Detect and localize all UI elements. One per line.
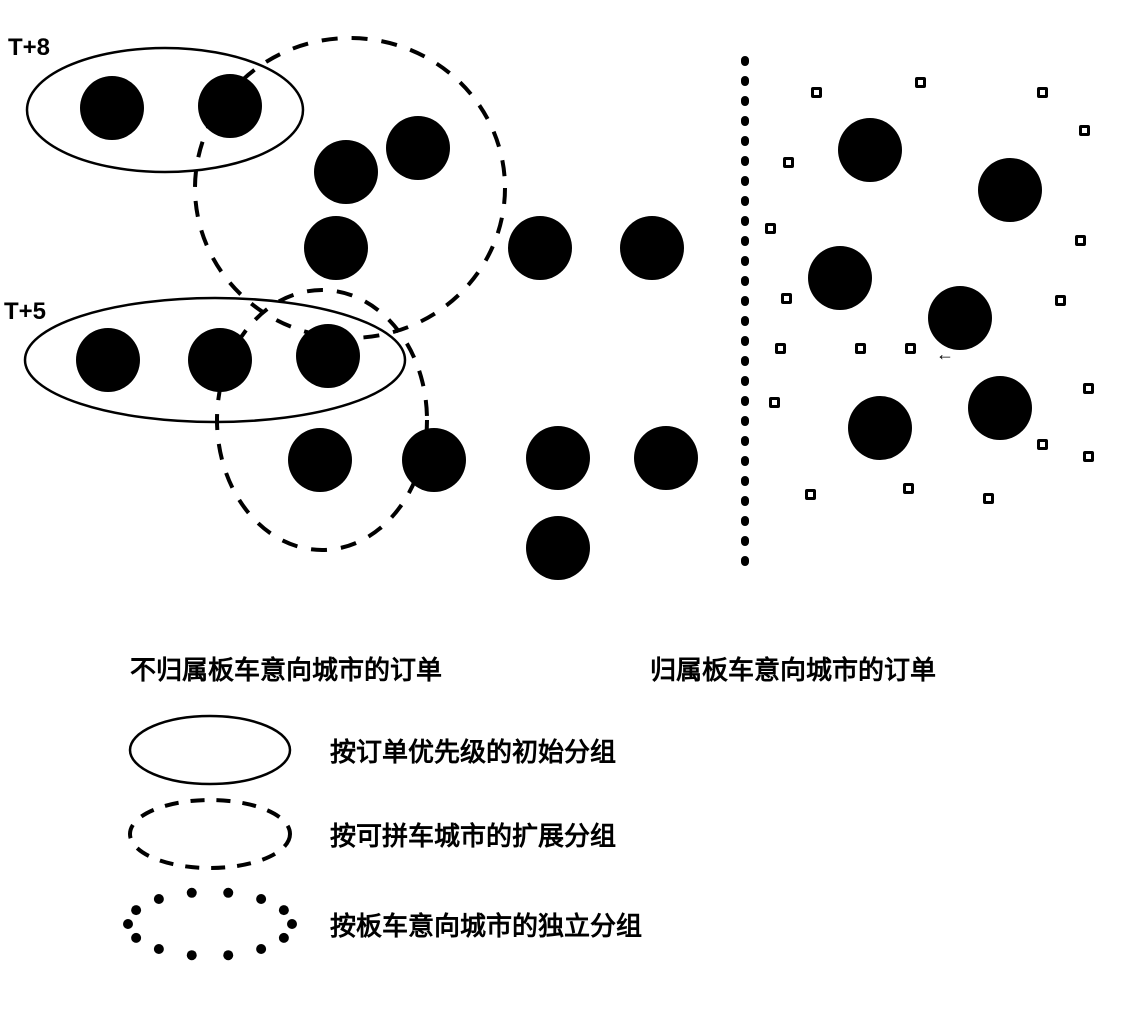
legend-row-solid: 按订单优先级的初始分组 bbox=[120, 712, 616, 788]
order-dot bbox=[288, 428, 352, 492]
small-square bbox=[855, 343, 866, 354]
order-dot bbox=[508, 216, 572, 280]
legend-row-dashed: 按可拼车城市的扩展分组 bbox=[120, 796, 616, 872]
legend-solid-ellipse-icon bbox=[120, 712, 300, 788]
order-dot bbox=[928, 286, 992, 350]
legend-text-1: 按订单优先级的初始分组 bbox=[330, 732, 616, 769]
order-dot bbox=[314, 140, 378, 204]
order-dot bbox=[188, 328, 252, 392]
order-dot bbox=[526, 516, 590, 580]
small-square bbox=[983, 493, 994, 504]
order-dot bbox=[402, 428, 466, 492]
order-dot bbox=[296, 324, 360, 388]
order-dot bbox=[968, 376, 1032, 440]
legend-dashed-ellipse-icon bbox=[120, 796, 300, 872]
small-square bbox=[1083, 451, 1094, 462]
diagram-canvas: T+8 T+5 ← 不归属板车意向城市的订单 归属板车意向城市的订单 按订单优先… bbox=[0, 0, 1139, 1010]
order-dot bbox=[76, 328, 140, 392]
legend-text-2: 按可拼车城市的扩展分组 bbox=[330, 816, 616, 853]
legend-text-3: 按板车意向城市的独立分组 bbox=[330, 906, 642, 943]
small-square bbox=[903, 483, 914, 494]
order-dot bbox=[838, 118, 902, 182]
small-square bbox=[781, 293, 792, 304]
label-t5: T+5 bbox=[4, 298, 46, 326]
order-dot bbox=[386, 116, 450, 180]
small-square bbox=[1037, 87, 1048, 98]
left-caption: 不归属板车意向城市的订单 bbox=[130, 650, 442, 687]
small-square bbox=[1037, 439, 1048, 450]
small-square bbox=[1055, 295, 1066, 306]
small-square bbox=[1079, 125, 1090, 136]
order-dot bbox=[808, 246, 872, 310]
order-dot bbox=[80, 76, 144, 140]
small-square bbox=[905, 343, 916, 354]
arrow-indicator: ← bbox=[936, 344, 954, 365]
order-dot bbox=[620, 216, 684, 280]
order-dot bbox=[634, 426, 698, 490]
small-square bbox=[769, 397, 780, 408]
small-square bbox=[783, 157, 794, 168]
order-dot bbox=[198, 74, 262, 138]
label-t8: T+8 bbox=[8, 34, 50, 62]
small-square bbox=[805, 489, 816, 500]
order-dot bbox=[848, 396, 912, 460]
order-dot bbox=[978, 158, 1042, 222]
small-square bbox=[1075, 235, 1086, 246]
small-square bbox=[811, 87, 822, 98]
small-square bbox=[765, 223, 776, 234]
small-square bbox=[775, 343, 786, 354]
small-square bbox=[1083, 383, 1094, 394]
order-dot bbox=[304, 216, 368, 280]
small-square bbox=[915, 77, 926, 88]
legend-dotted-ellipse-icon bbox=[120, 886, 300, 962]
right-caption: 归属板车意向城市的订单 bbox=[650, 650, 936, 687]
order-dot bbox=[526, 426, 590, 490]
legend-row-dotted: 按板车意向城市的独立分组 bbox=[120, 886, 642, 962]
